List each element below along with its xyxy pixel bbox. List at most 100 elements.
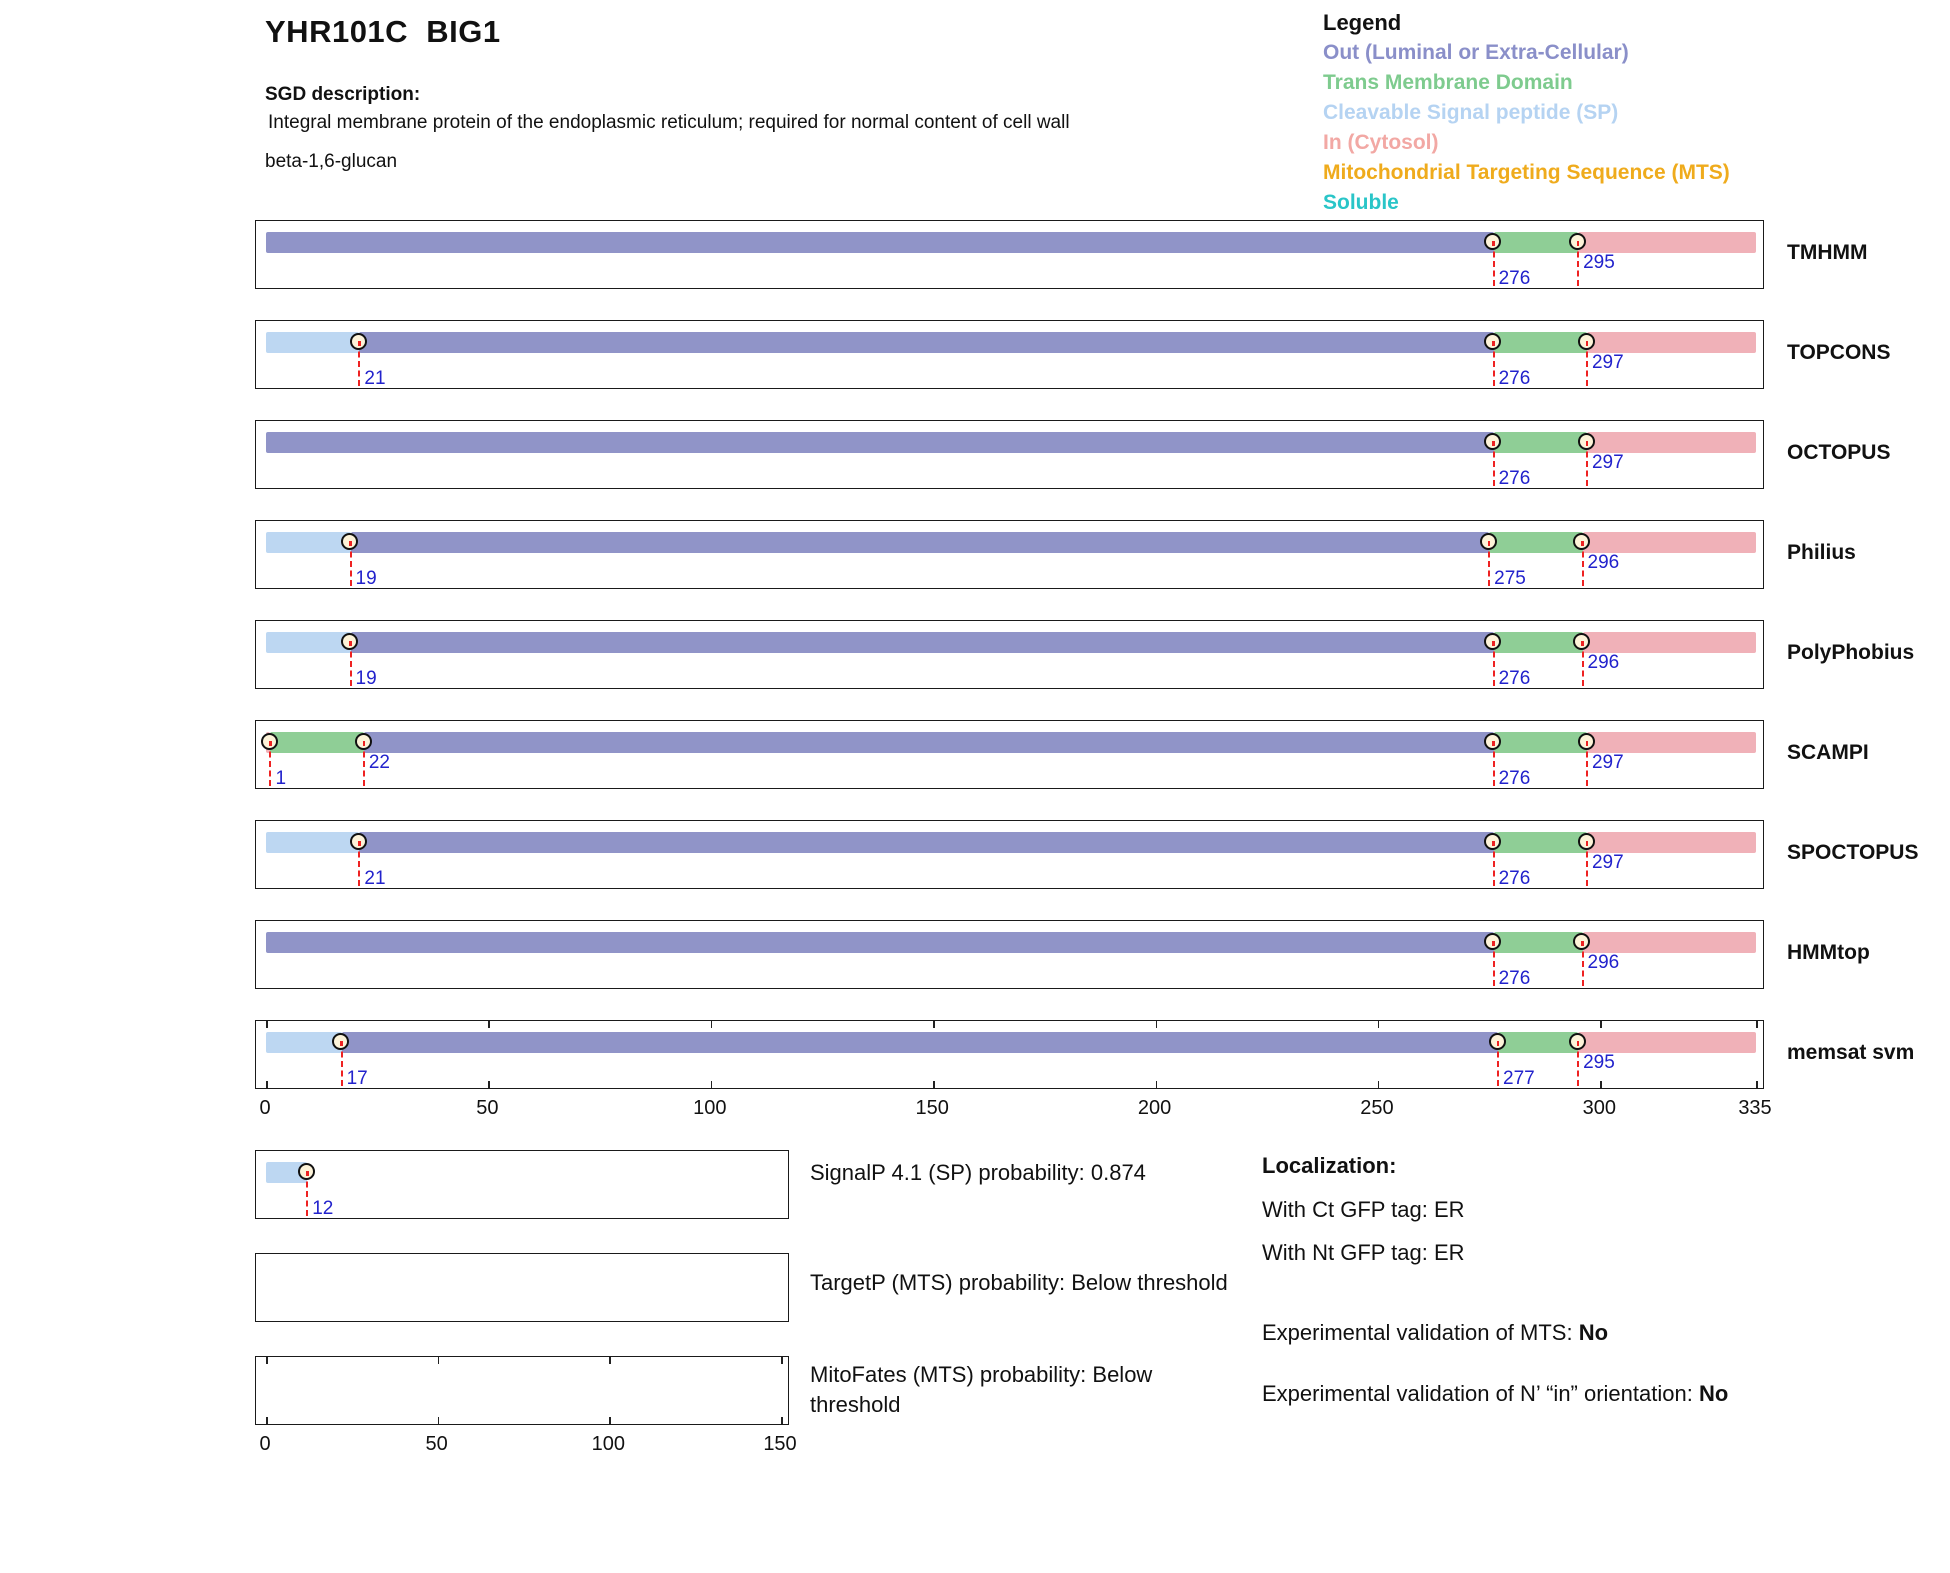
track-box [255,1253,789,1322]
marker-inner-dash [1576,241,1580,246]
segment-in [1578,232,1756,253]
track-box: 276 296 [255,920,1764,989]
segment-out [359,332,1494,353]
marker-position-label: 277 [1503,1068,1535,1089]
track-box: 21 276 297 [255,820,1764,889]
axis-tick [1155,1021,1158,1028]
marker-line [1492,342,1495,386]
segment-sp [266,832,360,853]
track-box: 19 276 296 [255,620,1764,689]
axis-tick [266,1357,268,1364]
marker-inner-dash [1492,241,1495,246]
marker-position-label: 296 [1587,952,1620,973]
legend-item: Cleavable Signal peptide (SP) [1323,101,1619,124]
mts-validation-value: No [1578,1320,1609,1345]
segment-tm [1493,832,1587,853]
marker-inner-dash [362,741,366,746]
track-box: 12 [255,1150,789,1219]
track-box: 276 295 [255,220,1764,289]
segment-sp [266,532,351,553]
subplot-axis-tick-label: 0 [259,1433,271,1455]
legend-item: Soluble [1323,191,1399,214]
axis-tick [781,1417,783,1424]
legend-title: Legend [1323,10,1402,35]
marker-inner-dash [1492,341,1495,346]
track-label: TOPCONS [1787,341,1891,364]
marker-inner-dash [1492,641,1495,646]
axis-tick [933,1021,935,1028]
marker-line [1585,442,1588,486]
axis-tick [609,1417,611,1424]
segment-tm [270,732,364,753]
marker-inner-dash [269,741,272,746]
marker-line [1585,342,1588,386]
marker-position-label: 22 [368,752,390,773]
marker-position-label: 21 [364,368,386,389]
marker-line [1585,742,1588,786]
marker-line [358,842,361,886]
axis-tick [1600,1021,1602,1028]
orientation-validation-line: Experimental validation of N’ “in” orien… [1262,1381,1728,1407]
marker-inner-dash [340,1041,343,1046]
marker-inner-dash [349,541,352,546]
marker-position-label: 297 [1591,452,1624,473]
sgd-description-line2: beta-1,6-glucan [265,151,398,172]
axis-tick-label: 250 [1360,1097,1394,1119]
marker-line [358,342,361,386]
marker-position-label: 21 [364,868,386,889]
axis-tick-label: 150 [915,1097,949,1119]
axis-tick-label: 200 [1137,1097,1172,1119]
axis-tick [781,1357,783,1364]
orientation-validation-label: Experimental validation of N’ “in” orien… [1262,1381,1699,1406]
segment-in [1586,732,1756,753]
page-title: YHR101C BIG1 [265,14,501,49]
marker-line [349,542,352,586]
axis-tick [609,1357,611,1364]
axis-tick-label: 335 [1738,1097,1772,1119]
marker-line [1492,442,1495,486]
marker-line [1585,842,1588,886]
track-label: HMMtop [1787,941,1870,964]
track-box [255,1356,789,1425]
segment-tm [1489,532,1583,553]
track-box: 19 275 296 [255,520,1764,589]
segment-sp [266,632,351,653]
marker-position-label: 17 [346,1068,368,1089]
track-label: SCAMPI [1787,741,1869,764]
marker-line [1581,942,1584,986]
marker-position-label: 12 [312,1198,334,1219]
axis-tick [1155,1081,1158,1088]
segment-in [1586,432,1756,453]
marker-position-label: 296 [1587,652,1620,673]
marker-line [1492,842,1495,886]
sgd-description-line1: Integral membrane protein of the endopla… [268,112,1070,133]
marker-position-label: 276 [1498,468,1531,489]
marker-inner-dash [1496,1041,1500,1046]
segment-sp [266,1162,308,1183]
segment-out [350,532,1490,553]
track-label: Philius [1787,541,1856,564]
axis-tick [1756,1081,1758,1088]
marker-position-label: 296 [1587,552,1620,573]
track-label: TMHMM [1787,241,1868,264]
segment-tm [1498,1032,1579,1053]
orientation-validation-value: No [1698,1381,1729,1406]
mts-validation-label: Experimental validation of MTS: [1262,1320,1579,1345]
marker-inner-dash [1576,1041,1580,1046]
marker-inner-dash [358,841,361,846]
subplot-label: TargetP (MTS) probability: Below thresho… [810,1270,1228,1295]
marker-line [362,742,365,786]
marker-inner-dash [1581,941,1584,946]
segment-in [1582,932,1756,953]
segment-in [1578,1032,1756,1053]
segment-out [341,1032,1499,1053]
subplot-label: MitoFates (MTS) probability: Below thres… [810,1362,1153,1417]
marker-line [1492,942,1495,986]
marker-position-label: 295 [1583,1052,1615,1073]
marker-line [349,642,352,686]
track-box: 276 297 [255,420,1764,489]
marker-position-label: 276 [1498,768,1531,789]
marker-position-label: 19 [355,668,377,689]
axis-tick [266,1021,268,1028]
